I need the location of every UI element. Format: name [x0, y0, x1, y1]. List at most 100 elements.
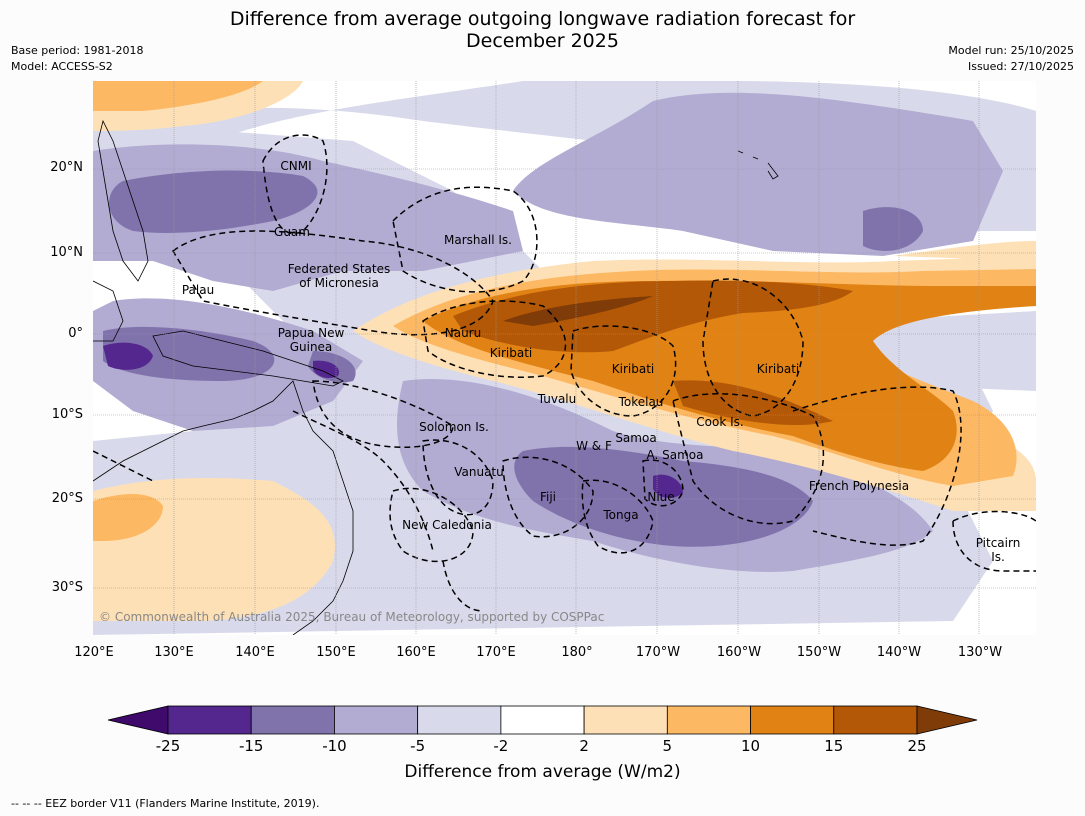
- colorbar-swatch: [666, 705, 751, 735]
- colorbar-tick-label: 5: [662, 737, 673, 755]
- lon-label-140w: 140°W: [876, 645, 922, 660]
- lat-label-20s: 20°S: [51, 491, 83, 506]
- label-asamoa: A. Samoa: [647, 448, 704, 462]
- meta-left: Base period: 1981-2018 Model: ACCESS-S2: [11, 43, 143, 75]
- label-cook: Cook Is.: [696, 415, 743, 429]
- colorbar-swatch: [500, 705, 585, 735]
- label-french-polynesia: French Polynesia: [809, 479, 909, 493]
- lon-label-170e: 170°E: [476, 645, 516, 660]
- colorbar-arrow-high: [916, 705, 978, 735]
- eez-tonga: [581, 479, 654, 554]
- philippines-coast: [97, 119, 149, 282]
- label-png-line2: Guinea: [290, 340, 333, 354]
- label-samoa: Samoa: [615, 431, 656, 445]
- label-cnmi: CNMI: [280, 159, 311, 173]
- colorbar-swatch: [583, 705, 668, 735]
- colorbar-swatch: [250, 705, 335, 735]
- lon-label-130w: 130°W: [957, 645, 1003, 660]
- colorbar-tick-label: 15: [824, 737, 844, 755]
- colorbar-title: Difference from average (W/m2): [404, 762, 681, 782]
- colorbar-tick-label: -5: [410, 737, 426, 755]
- eez-vanuatu: [422, 439, 494, 516]
- label-new-caledonia: New Caledonia: [402, 518, 492, 532]
- label-pitcairn-line1: Pitcairn: [976, 536, 1021, 550]
- label-pitcairn-line2: Is.: [991, 550, 1005, 564]
- eez-cook: [672, 393, 825, 525]
- model-run: Model run: 25/10/2025: [948, 44, 1074, 57]
- title-line-2: December 2025: [466, 30, 619, 52]
- colorbar-swatch: [167, 705, 252, 735]
- copyright-notice: © Commonwealth of Australia 2025, Bureau…: [99, 610, 604, 624]
- label-niue: Niue: [647, 490, 674, 504]
- label-tuvalu: Tuvalu: [537, 392, 577, 406]
- colorbar-swatch: [833, 705, 918, 735]
- colorbar-swatch: [334, 705, 419, 735]
- eez-pitcairn: [952, 510, 1036, 572]
- anomaly-very-strong-positive: [453, 280, 853, 426]
- lat-label-30s: 30°S: [51, 580, 83, 595]
- label-tonga: Tonga: [602, 508, 638, 522]
- colorbar-tick-label: -2: [493, 737, 509, 755]
- borneo-coast: [93, 280, 124, 342]
- colorbar-tick-label: -10: [322, 737, 347, 755]
- place-labels: CNMI Guam Marshall Is. Federated States …: [182, 159, 1020, 564]
- label-png-line1: Papua New: [278, 326, 345, 340]
- lon-label-140e: 140°E: [235, 645, 275, 660]
- eez-niue: [642, 459, 684, 507]
- colorbar-tick-label: 10: [741, 737, 761, 755]
- label-kiribati-east: Kiribati: [757, 362, 799, 376]
- lon-label-120e: 120°E: [74, 645, 114, 660]
- map-title: Difference from average outgoing longwav…: [0, 8, 1085, 52]
- label-kiribati-central: Kiribati: [612, 362, 654, 376]
- label-vanuatu: Vanuatu: [454, 465, 504, 479]
- lon-label-130e: 130°E: [154, 645, 194, 660]
- label-wf: W & F: [576, 439, 612, 453]
- eez-cnmi: [262, 134, 328, 235]
- eez-kiribati-east: [702, 278, 804, 417]
- colorbar-tick-label: 2: [579, 737, 589, 755]
- graticule: [93, 81, 1036, 635]
- colorbar-arrow-low: [107, 705, 169, 735]
- label-kiribati-west: Kiribati: [490, 346, 532, 360]
- coastlines: [93, 119, 779, 635]
- lon-label-150e: 150°E: [316, 645, 356, 660]
- eez-borders: [93, 134, 1036, 612]
- hawaii-islands: [737, 150, 779, 180]
- meta-right: Model run: 25/10/2025 Issued: 27/10/2025: [948, 43, 1074, 75]
- colorbar-tick-label: -25: [155, 737, 181, 755]
- anomaly-darkest-negative: [103, 342, 683, 498]
- eez-marshall: [392, 186, 538, 293]
- eez-kiribati-central: [570, 325, 677, 417]
- eez-footnote: -- -- -- EEZ border V11 (Flanders Marine…: [11, 797, 320, 810]
- label-fiji: Fiji: [540, 490, 556, 504]
- lon-label-160e: 160°E: [396, 645, 436, 660]
- colorbar-swatch: [750, 705, 835, 735]
- colorbar-swatch: [417, 705, 502, 735]
- colorbar: [107, 705, 978, 735]
- map-canvas: CNMI Guam Marshall Is. Federated States …: [93, 81, 1036, 635]
- base-period: Base period: 1981-2018: [11, 44, 144, 57]
- title-line-1: Difference from average outgoing longwav…: [229, 8, 856, 30]
- label-marshall: Marshall Is.: [444, 233, 512, 247]
- label-solomon: Solomon Is.: [419, 420, 489, 434]
- label-tokelau: Tokelau: [618, 395, 664, 409]
- lon-label-160w: 160°W: [716, 645, 762, 660]
- colorbar-tick-label: -15: [238, 737, 264, 755]
- eez-new-caledonia: [389, 487, 474, 563]
- label-fsm-line2: of Micronesia: [299, 276, 379, 290]
- lon-label-170w: 170°W: [635, 645, 681, 660]
- australia-coast: [93, 380, 354, 635]
- lat-label-20n: 20°N: [50, 160, 83, 175]
- lat-label-10s: 10°S: [51, 407, 83, 422]
- lon-label-180: 180°: [561, 645, 593, 660]
- model-name: Model: ACCESS-S2: [11, 60, 113, 73]
- label-fsm-line1: Federated States: [288, 262, 390, 276]
- label-nauru: Nauru: [445, 326, 481, 340]
- label-guam: Guam: [274, 225, 310, 239]
- colorbar-tick-label: 25: [907, 737, 927, 755]
- eez-solomon: [312, 380, 454, 449]
- issued-date: Issued: 27/10/2025: [967, 60, 1074, 73]
- eez-kiribati-west: [422, 300, 567, 379]
- eez-french-polynesia: [792, 386, 962, 546]
- label-palau: Palau: [182, 283, 214, 297]
